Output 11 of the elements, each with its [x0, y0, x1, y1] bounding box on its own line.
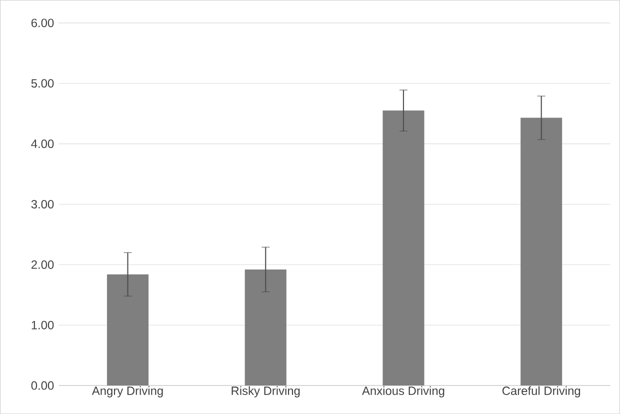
x-tick-label: Angry Driving: [92, 386, 163, 398]
y-tick-label: 0.00: [31, 381, 54, 390]
x-tick-label: Careful Driving: [502, 386, 580, 398]
y-tick-label: 4.00: [31, 140, 54, 148]
x-tick-label: Risky Driving: [232, 386, 300, 398]
y-tick-label: 3.00: [31, 200, 54, 208]
y-tick-label: 1.00: [32, 320, 54, 330]
y-tick-label: 2.00: [31, 260, 54, 269]
x-tick-label: Anxious Driving: [362, 386, 444, 398]
y-tick-label: 5.00: [31, 79, 54, 88]
y-tick-label: 6.00: [31, 18, 54, 28]
